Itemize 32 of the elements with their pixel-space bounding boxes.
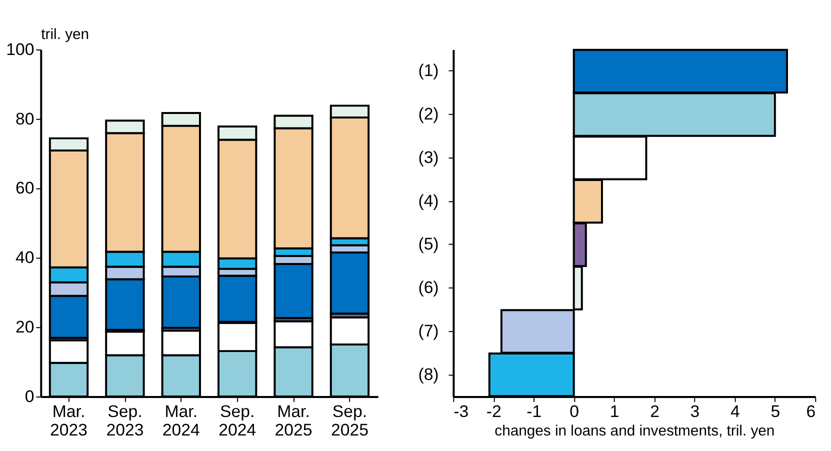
y-tick-label: (5)	[418, 234, 439, 254]
x-axis-title: changes in loans and investments, tril. yen	[494, 424, 775, 440]
y-tick-label: (1)	[418, 61, 439, 80]
x-tick-label: 0	[570, 402, 580, 421]
x-tick-label: Mar. 2023	[50, 402, 88, 440]
y-tick-label: (2)	[418, 104, 439, 124]
x-tick-label: 3	[690, 402, 700, 421]
x-tick-label: Sep. 2024	[218, 402, 256, 440]
y-tick-label: 20	[15, 318, 34, 337]
x-tick-label: 2	[650, 402, 660, 421]
x-tick-label: Sep. 2025	[330, 402, 368, 440]
y-tick-label: 100	[6, 40, 34, 59]
y-tick-label: (7)	[418, 321, 439, 340]
x-tick-label: 4	[730, 402, 740, 421]
y-axis-title: tril. yen	[41, 27, 90, 44]
x-tick-label: Mar. 2025	[274, 402, 312, 440]
y-tick-label: 80	[15, 109, 34, 128]
x-tick-label: -2	[486, 402, 502, 421]
y-tick-label: (3)	[418, 148, 439, 167]
x-tick-label: -1	[526, 402, 542, 421]
x-tick-label: Mar. 2024	[162, 402, 200, 440]
y-tick-label: (6)	[418, 278, 439, 298]
x-tick-label: Sep. 2023	[106, 402, 144, 440]
y-tick-label: (4)	[418, 191, 439, 210]
y-tick-label: 40	[15, 248, 34, 268]
y-tick-label: 0	[24, 386, 34, 406]
x-tick-label: 5	[770, 402, 780, 421]
y-tick-label: (8)	[418, 364, 439, 384]
x-tick-label: 6	[806, 402, 816, 421]
x-tick-label: -3	[454, 402, 469, 421]
x-tick-label: 1	[610, 402, 620, 421]
y-tick-label: 60	[15, 178, 34, 198]
